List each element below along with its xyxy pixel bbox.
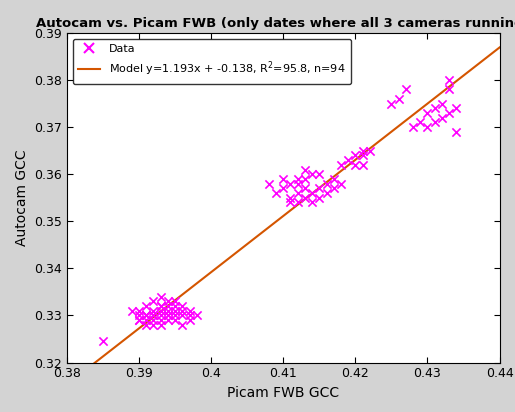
Point <box>409 124 417 131</box>
Y-axis label: Autocam GCC: Autocam GCC <box>14 150 29 246</box>
Point <box>423 124 432 131</box>
Point <box>358 152 367 159</box>
Point <box>135 312 143 319</box>
Point <box>135 317 143 323</box>
Point <box>322 190 331 197</box>
Point <box>171 307 179 314</box>
Point <box>423 110 432 116</box>
Point <box>149 298 158 304</box>
Point <box>149 312 158 319</box>
Point <box>351 162 359 168</box>
Point <box>178 312 186 319</box>
Point <box>164 317 172 323</box>
Point <box>265 180 273 187</box>
Point <box>315 194 323 201</box>
Point <box>294 190 302 197</box>
Point <box>286 194 295 201</box>
Point <box>157 307 165 314</box>
Point <box>178 303 186 309</box>
Point <box>157 293 165 300</box>
Point <box>178 307 186 314</box>
Point <box>142 312 150 319</box>
Point <box>157 317 165 323</box>
Point <box>286 180 295 187</box>
Point <box>301 176 309 182</box>
Point <box>431 105 439 112</box>
Point <box>294 176 302 182</box>
Legend: Data, Model y=1.193x + -0.138, R$^2$=95.8, n=94: Data, Model y=1.193x + -0.138, R$^2$=95.… <box>73 38 351 84</box>
Point <box>301 185 309 192</box>
X-axis label: Picam FWB GCC: Picam FWB GCC <box>227 386 339 400</box>
Point <box>142 312 150 319</box>
Point <box>366 147 374 154</box>
Point <box>294 199 302 206</box>
Point <box>308 199 316 206</box>
Point <box>301 166 309 173</box>
Point <box>438 100 446 107</box>
Point <box>171 298 179 304</box>
Point <box>301 194 309 201</box>
Point <box>315 185 323 192</box>
Point <box>315 171 323 178</box>
Point <box>387 100 396 107</box>
Point <box>279 176 287 182</box>
Point <box>164 303 172 309</box>
Point <box>438 115 446 121</box>
Title: Autocam vs. Picam FWB (only dates where all 3 cameras running): Autocam vs. Picam FWB (only dates where … <box>37 17 515 30</box>
Point <box>185 312 194 319</box>
Point <box>272 190 280 197</box>
Point <box>452 105 460 112</box>
Point <box>171 317 179 323</box>
Point <box>330 185 338 192</box>
Point <box>171 312 179 319</box>
Point <box>164 298 172 304</box>
Point <box>128 307 136 314</box>
Point <box>308 171 316 178</box>
Point <box>142 312 150 319</box>
Point <box>157 303 165 309</box>
Point <box>142 303 150 309</box>
Point <box>337 180 345 187</box>
Point <box>358 162 367 168</box>
Point <box>416 119 424 126</box>
Point <box>185 307 194 314</box>
Point <box>193 312 201 319</box>
Point <box>294 180 302 187</box>
Point <box>330 176 338 182</box>
Point <box>358 147 367 154</box>
Point <box>185 317 194 323</box>
Point <box>149 312 158 319</box>
Point <box>279 185 287 192</box>
Point <box>171 303 179 309</box>
Point <box>157 303 165 309</box>
Point <box>402 86 410 93</box>
Point <box>149 307 158 314</box>
Point <box>394 96 403 102</box>
Point <box>164 312 172 319</box>
Point <box>135 317 143 323</box>
Point <box>344 157 352 164</box>
Point <box>445 77 453 83</box>
Point <box>445 110 453 116</box>
Point <box>445 86 453 93</box>
Point <box>142 317 150 323</box>
Point <box>157 322 165 328</box>
Point <box>286 199 295 206</box>
Point <box>164 312 172 319</box>
Point <box>149 317 158 323</box>
Point <box>431 119 439 126</box>
Point <box>351 152 359 159</box>
Point <box>99 338 107 345</box>
Point <box>135 307 143 314</box>
Point <box>452 129 460 135</box>
Point <box>337 162 345 168</box>
Point <box>164 307 172 314</box>
Point <box>142 322 150 328</box>
Point <box>322 180 331 187</box>
Point <box>308 190 316 197</box>
Point <box>178 322 186 328</box>
Point <box>149 322 158 328</box>
Point <box>157 312 165 319</box>
